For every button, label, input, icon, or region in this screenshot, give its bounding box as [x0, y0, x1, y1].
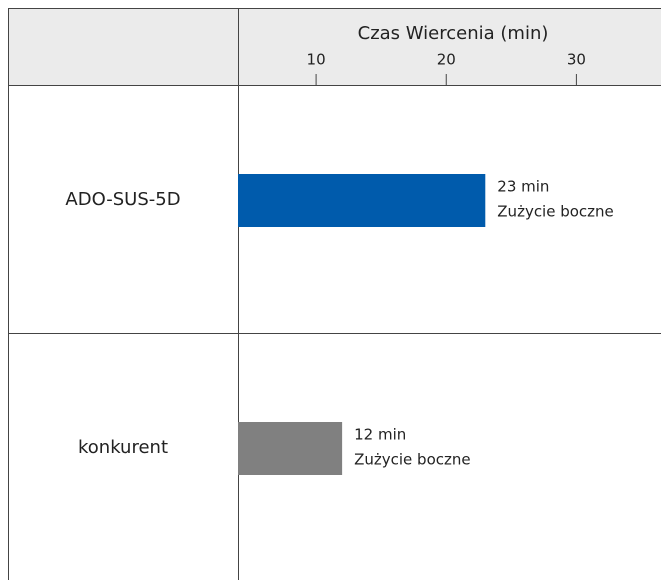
category-label: konkurent — [78, 437, 168, 458]
bar-note: Zużycie boczne — [354, 451, 471, 469]
header-background — [8, 8, 661, 85]
x-tick-label: 10 — [307, 51, 326, 69]
category-label: ADO-SUS-5D — [65, 189, 180, 210]
x-tick-label: 20 — [437, 51, 456, 69]
bar — [238, 174, 486, 227]
x-tick-label: 30 — [567, 51, 586, 69]
axis-label: Czas Wiercenia (min) — [358, 23, 549, 44]
bar-note: Zużycie boczne — [497, 203, 614, 221]
value-label: 23 min — [497, 178, 549, 196]
bar — [238, 422, 343, 475]
value-label: 12 min — [354, 426, 406, 444]
